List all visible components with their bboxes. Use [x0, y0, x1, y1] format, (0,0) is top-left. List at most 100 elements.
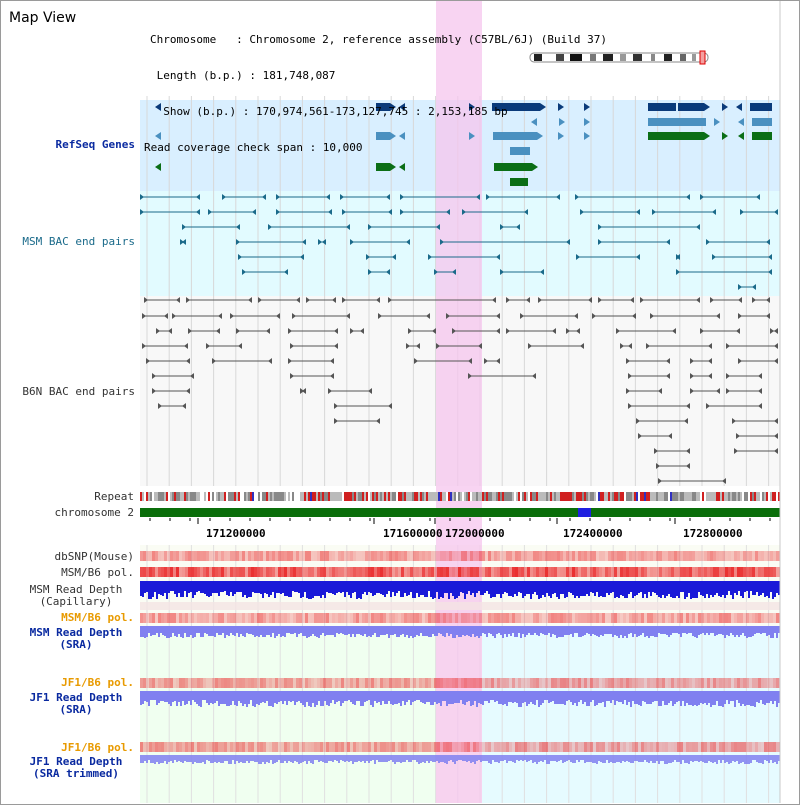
depth-bin: [352, 626, 354, 634]
track-label-b6n-bac[interactable]: B6N BAC end pairs: [22, 385, 135, 398]
heat-bin: [455, 551, 458, 561]
heat-bin: [638, 567, 641, 577]
depth-bin: [170, 626, 172, 637]
heat-bin: [299, 567, 302, 577]
heat-bin: [179, 613, 182, 623]
depth-bin: [318, 581, 320, 596]
heat-bin: [647, 613, 650, 623]
depth-bin: [190, 626, 192, 635]
depth-bin: [750, 755, 752, 763]
depth-bin: [372, 691, 374, 707]
depth-bin: [634, 581, 636, 596]
depth-bin: [672, 755, 674, 762]
heat-bin: [467, 678, 470, 688]
bac-end: [496, 328, 500, 334]
heat-bin: [533, 567, 536, 577]
coverage-area-bg-right: [482, 632, 780, 803]
heat-bin: [341, 678, 344, 688]
depth-bin: [304, 581, 306, 592]
gene-block: [752, 132, 772, 140]
heat-bin: [572, 613, 575, 623]
depth-bin: [252, 691, 254, 706]
heat-bin: [452, 567, 455, 577]
depth-bin: [258, 755, 260, 764]
bac-end: [652, 209, 656, 215]
repeat-bin: [436, 492, 438, 501]
depth-bin: [774, 626, 776, 633]
depth-bin: [444, 691, 446, 701]
track-label-msm-bac[interactable]: MSM BAC end pairs: [22, 235, 135, 248]
depth-bin: [350, 581, 352, 598]
depth-bin: [426, 626, 428, 636]
bac-end: [440, 239, 444, 245]
heat-bin: [482, 613, 485, 623]
heat-bin: [674, 567, 677, 577]
repeat-bin: [498, 492, 500, 501]
depth-bin: [702, 755, 704, 762]
depth-bin: [422, 581, 424, 595]
heat-bin: [605, 742, 608, 752]
heat-bin: [173, 613, 176, 623]
repeat-bin: [260, 492, 262, 501]
depth-bin: [436, 626, 438, 636]
heat-bin: [236, 678, 239, 688]
heat-bin: [344, 551, 347, 561]
repeat-bin: [740, 492, 742, 501]
repeat-bin: [758, 492, 760, 501]
depth-bin: [566, 581, 568, 597]
depth-bin: [438, 581, 440, 599]
heat-bin: [668, 678, 671, 688]
repeat-bin: [368, 492, 370, 501]
heat-bin: [743, 678, 746, 688]
heat-bin: [584, 567, 587, 577]
depth-bin: [140, 691, 142, 705]
repeat-bin: [538, 492, 540, 501]
bac-end: [196, 209, 200, 215]
bac-end: [432, 328, 436, 334]
track-label-refseq[interactable]: RefSeq Genes: [55, 138, 135, 151]
heat-bin: [422, 678, 425, 688]
repeat-bin: [360, 492, 362, 501]
heat-bin: [626, 567, 629, 577]
bac-end: [686, 463, 690, 469]
repeat-bin: [668, 492, 670, 501]
depth-bin: [160, 581, 162, 595]
depth-bin: [288, 626, 290, 633]
depth-bin: [712, 581, 714, 597]
heat-bin: [398, 678, 401, 688]
heat-bin: [437, 567, 440, 577]
repeat-bin: [196, 492, 198, 501]
bac-end: [526, 297, 530, 303]
depth-bin: [548, 626, 550, 633]
heat-bin: [434, 678, 437, 688]
ideogram-band: [570, 54, 582, 61]
depth-bin: [144, 755, 146, 761]
depth-bin: [430, 626, 432, 637]
depth-bin: [392, 626, 394, 635]
depth-bin: [612, 581, 614, 592]
repeat-bin: [452, 492, 454, 501]
repeat-bin: [660, 492, 662, 501]
bac-end: [334, 343, 338, 349]
heat-bin: [188, 678, 191, 688]
heat-bin: [701, 678, 704, 688]
repeat-bin: [768, 492, 770, 501]
heat-bin: [449, 678, 452, 688]
heat-bin: [671, 613, 674, 623]
heat-bin: [530, 678, 533, 688]
heat-bin: [266, 567, 269, 577]
repeat-bin: [494, 492, 496, 501]
heat-bin: [416, 613, 419, 623]
depth-bin: [226, 755, 228, 761]
repeat-bin: [204, 492, 206, 501]
heat-bin: [581, 613, 584, 623]
repeat-bin: [266, 492, 268, 501]
depth-bin: [664, 581, 666, 598]
heat-bin: [344, 567, 347, 577]
depth-bin: [706, 626, 708, 633]
depth-bin: [494, 691, 496, 702]
heat-bin: [161, 742, 164, 752]
bac-end: [152, 388, 156, 394]
repeat-bin: [428, 492, 430, 501]
